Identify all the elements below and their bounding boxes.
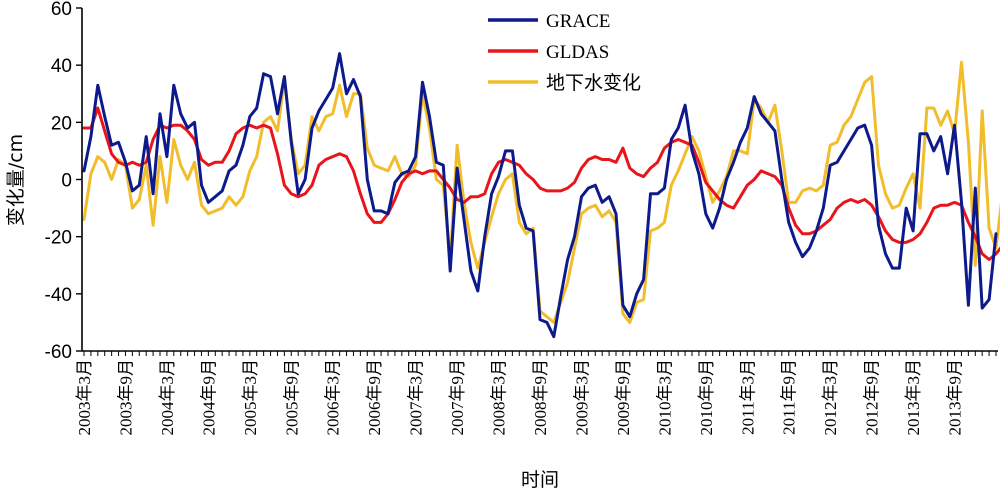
x-tick-label: 2004年9月 — [199, 359, 218, 436]
y-tick-label: -40 — [45, 285, 72, 306]
y-tick-label: 0 — [61, 171, 72, 192]
x-tick-label: 2010年3月 — [655, 359, 674, 436]
x-tick-label: 2012年3月 — [821, 359, 840, 436]
legend: GRACE GLDAS 地下水变化 — [488, 11, 641, 94]
y-axis-title: 变化量/cm — [5, 134, 27, 226]
x-tick-label: 2004年3月 — [158, 359, 177, 436]
series-line-0 — [82, 52, 998, 339]
x-tick-label: 2006年9月 — [365, 359, 384, 436]
y-ticks: -60 -40 -20 0 20 40 60 — [45, 0, 82, 363]
x-tick-label: 2009年9月 — [614, 359, 633, 436]
x-tick-label: 2003年3月 — [75, 359, 94, 436]
x-tick-label: 2010年9月 — [697, 359, 716, 436]
x-tick-label: 2005年9月 — [282, 359, 301, 436]
x-tick-label: 2005年3月 — [241, 359, 260, 436]
x-tick-label: 2007年3月 — [407, 359, 426, 436]
x-tick-label: 2011年9月 — [780, 359, 799, 435]
x-tick-label: 2008年9月 — [531, 359, 550, 436]
y-tick-label: -60 — [45, 342, 72, 363]
series-line-1 — [82, 106, 1000, 261]
x-tick-label: 2009年3月 — [572, 359, 591, 436]
series-layer — [82, 52, 1000, 339]
x-tick-label: 2008年3月 — [490, 359, 509, 436]
legend-label-0: GRACE — [546, 11, 610, 32]
y-tick-label: 20 — [51, 113, 72, 134]
x-tick-label: 2003年9月 — [116, 359, 135, 436]
x-tick-label: 2013年9月 — [946, 359, 965, 436]
y-tick-label: 60 — [51, 0, 72, 20]
y-tick-label: 40 — [51, 56, 72, 77]
x-tick-label: 2006年3月 — [324, 359, 343, 436]
legend-label-1: GLDAS — [546, 42, 609, 63]
legend-label-2: 地下水变化 — [546, 72, 641, 94]
x-tick-label: 2011年3月 — [738, 359, 757, 435]
x-axis-title: 时间 — [521, 469, 559, 491]
y-tick-label: -20 — [45, 228, 72, 249]
x-tick-label: 2013年3月 — [904, 359, 923, 436]
x-tick-label: 2007年9月 — [448, 359, 467, 436]
series-line-2 — [82, 60, 1000, 324]
x-tick-label: 2012年9月 — [863, 359, 882, 436]
x-ticks: 2003年3月 2003年9月 2004年3月 2004年9月 2005年3月 2005年… — [75, 351, 997, 436]
